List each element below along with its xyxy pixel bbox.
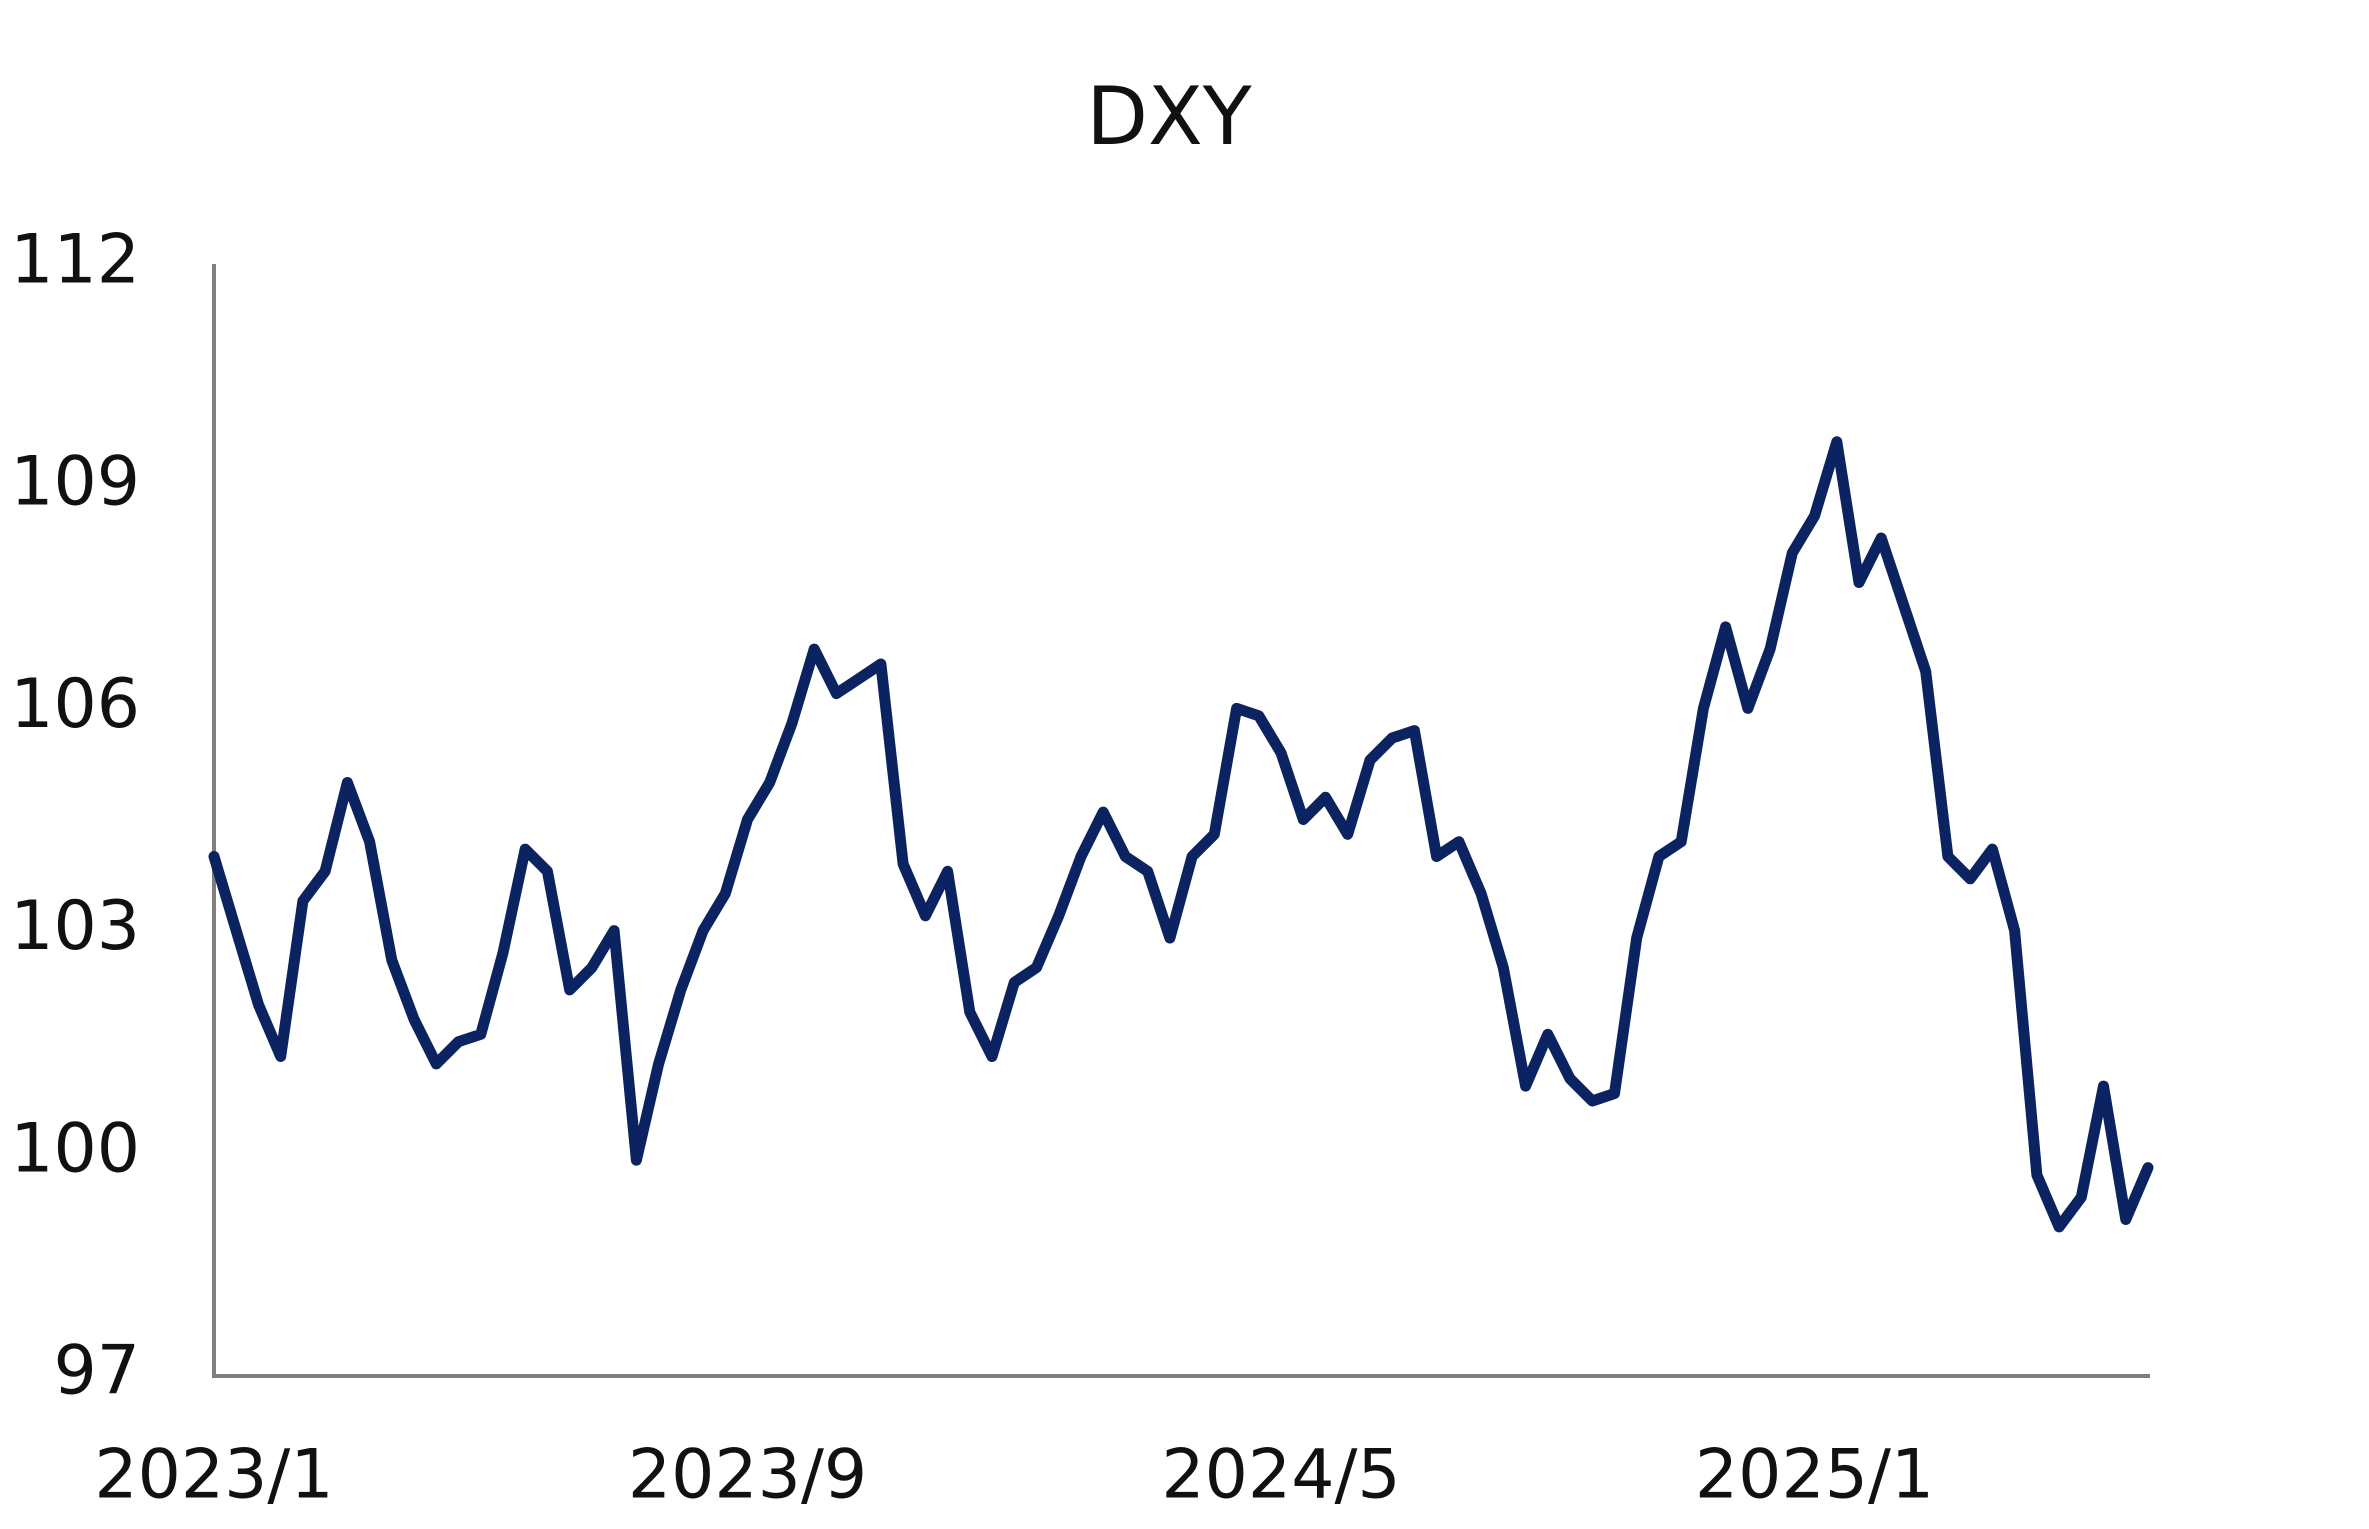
x-tick-label: 2023/9 bbox=[628, 1436, 867, 1515]
x-tick-label: 2025/1 bbox=[1695, 1436, 1934, 1515]
y-tick-label: 109 bbox=[10, 443, 140, 522]
y-tick-label: 106 bbox=[10, 665, 140, 744]
y-tick-label: 103 bbox=[10, 887, 140, 966]
y-tick-label: 112 bbox=[10, 221, 140, 300]
x-tick-label: 2023/1 bbox=[94, 1436, 333, 1515]
x-tick-label: 2024/5 bbox=[1161, 1436, 1400, 1515]
chart-title: DXY bbox=[1086, 70, 1252, 163]
data-line bbox=[208, 436, 2154, 1233]
y-tick-label: 97 bbox=[53, 1332, 140, 1411]
y-tick-label: 100 bbox=[10, 1109, 140, 1188]
